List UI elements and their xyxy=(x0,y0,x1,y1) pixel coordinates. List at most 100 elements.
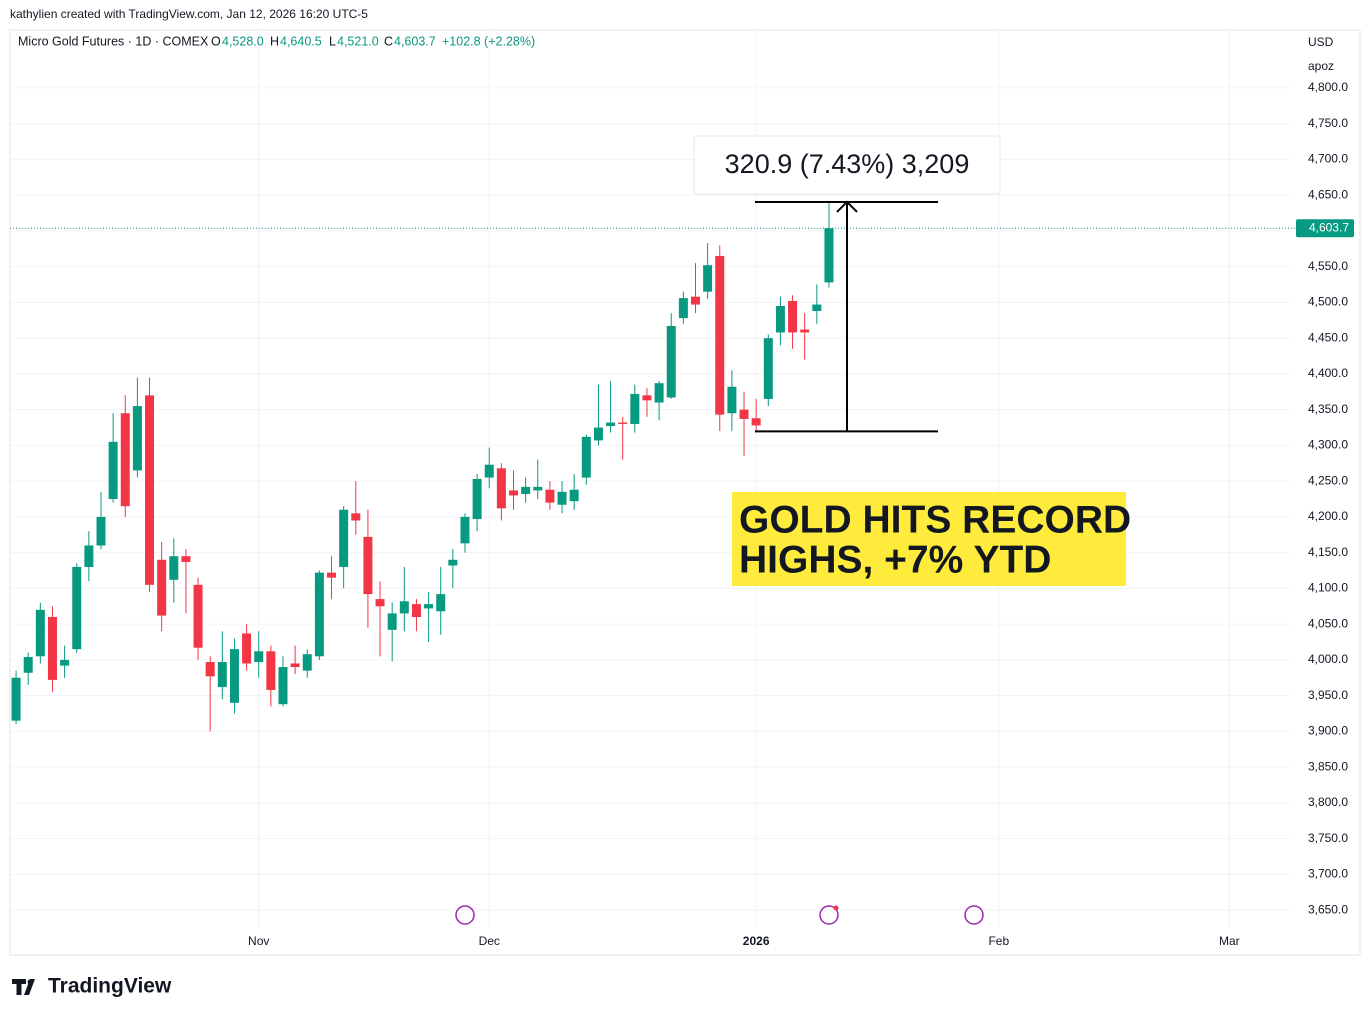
event-icon[interactable] xyxy=(819,905,839,925)
candle-body xyxy=(424,604,434,609)
legend-name: Micro Gold Futures · 1D · COMEX xyxy=(18,34,209,48)
event-dot xyxy=(833,905,839,911)
measure-label: 320.9 (7.43%) 3,209 xyxy=(725,149,970,179)
candle-body xyxy=(727,386,737,414)
candle-body xyxy=(581,436,591,478)
legend-letter: L xyxy=(329,34,336,48)
candle-body xyxy=(509,490,519,496)
candle-body xyxy=(472,479,482,520)
candle-body xyxy=(339,509,349,567)
candle-body xyxy=(314,572,324,657)
candle-body xyxy=(205,662,215,677)
y-tick-label: 4,750.0 xyxy=(1308,116,1348,130)
legend-letter: H xyxy=(270,34,279,48)
candle-body xyxy=(96,516,106,546)
candle-body xyxy=(327,572,337,578)
unit: apoz xyxy=(1308,59,1334,73)
currency: USD xyxy=(1308,35,1334,49)
candle-body xyxy=(84,545,94,567)
candle-body xyxy=(23,657,33,673)
candle-body xyxy=(157,559,167,616)
y-tick-label: 3,900.0 xyxy=(1308,724,1348,738)
candle-body xyxy=(363,536,373,595)
candle-body xyxy=(812,304,822,311)
candle-body xyxy=(800,329,810,333)
brand: TradingView xyxy=(48,975,172,998)
candle-body xyxy=(666,325,676,398)
candle-body xyxy=(387,613,397,630)
candle-body xyxy=(739,409,749,419)
x-tick-label: Dec xyxy=(479,934,500,948)
candle-body xyxy=(630,393,640,424)
y-tick-label: 4,100.0 xyxy=(1308,581,1348,595)
candle-body xyxy=(181,556,191,562)
candle-body xyxy=(690,296,700,305)
candle-body xyxy=(254,651,264,663)
candle-body xyxy=(132,406,142,471)
y-tick-label: 4,350.0 xyxy=(1308,402,1348,416)
annotation-box xyxy=(732,492,1126,586)
y-tick-label: 4,300.0 xyxy=(1308,438,1348,452)
legend-letter: O xyxy=(211,34,221,48)
y-tick-label: 4,150.0 xyxy=(1308,545,1348,559)
legend-letter: C xyxy=(384,34,393,48)
y-tick-label: 4,650.0 xyxy=(1308,187,1348,201)
candle-body xyxy=(763,338,773,399)
candle-body xyxy=(824,228,834,283)
candle-body xyxy=(448,559,458,566)
event-icons xyxy=(455,905,984,925)
candle-body xyxy=(11,677,21,721)
candle-body xyxy=(703,265,713,292)
y-tick-label: 3,800.0 xyxy=(1308,795,1348,809)
y-tick-label: 4,800.0 xyxy=(1308,80,1348,94)
logo: TradingView xyxy=(12,975,172,998)
y-tick-label: 4,050.0 xyxy=(1308,616,1348,630)
candle-body xyxy=(775,305,785,333)
last-price-box xyxy=(1296,219,1354,238)
candle-body xyxy=(496,468,506,509)
y-tick-label: 3,750.0 xyxy=(1308,831,1348,845)
candle-body xyxy=(642,395,652,401)
overlay: USD apoz 4,603.7 320.9 (7.43%) 3,209 GOLD … xyxy=(693,31,1356,586)
last-price-label: 4,603.7 xyxy=(1309,220,1349,234)
y-tick-label: 4,200.0 xyxy=(1308,509,1348,523)
measure-box xyxy=(693,135,1001,195)
legend-value: 4,640.5 xyxy=(280,34,322,48)
legend-value: 4,528.0 xyxy=(222,34,264,48)
candle-body xyxy=(399,601,409,614)
candle-body xyxy=(521,486,531,495)
candle-body xyxy=(411,604,421,617)
candle-body xyxy=(72,566,82,650)
y-tick-label: 4,000.0 xyxy=(1308,652,1348,666)
candle-body xyxy=(217,662,227,688)
y-tick-label: 4,700.0 xyxy=(1308,152,1348,166)
candle-body xyxy=(351,513,361,521)
annotation-text: HIGHS, +7% YTD xyxy=(739,538,1051,581)
measure-arrowhead xyxy=(836,200,858,213)
event-icon[interactable] xyxy=(455,905,475,925)
candle-body xyxy=(751,418,761,426)
annotation-text: GOLD HITS RECORD xyxy=(739,498,1131,541)
candle-body xyxy=(375,599,385,607)
x-tick-label: 2026 xyxy=(743,934,770,948)
candle-body xyxy=(484,464,494,478)
candle-body xyxy=(290,663,300,668)
marks xyxy=(10,201,1296,732)
candle-body xyxy=(593,427,603,441)
candle-body xyxy=(47,616,57,680)
y-tick-label: 4,250.0 xyxy=(1308,473,1348,487)
candle-body xyxy=(120,413,130,507)
candle-body xyxy=(460,516,470,544)
currency-box xyxy=(1298,31,1356,81)
logo-dot xyxy=(27,979,33,985)
credit: kathylien created with TradingView.com, … xyxy=(10,7,368,21)
candle-body xyxy=(533,486,543,491)
candle-body xyxy=(278,667,288,705)
event-icon[interactable] xyxy=(964,905,984,925)
candle-body xyxy=(242,633,252,664)
candle-body xyxy=(788,300,798,333)
candle-body xyxy=(169,556,179,580)
candle-body xyxy=(715,255,725,415)
